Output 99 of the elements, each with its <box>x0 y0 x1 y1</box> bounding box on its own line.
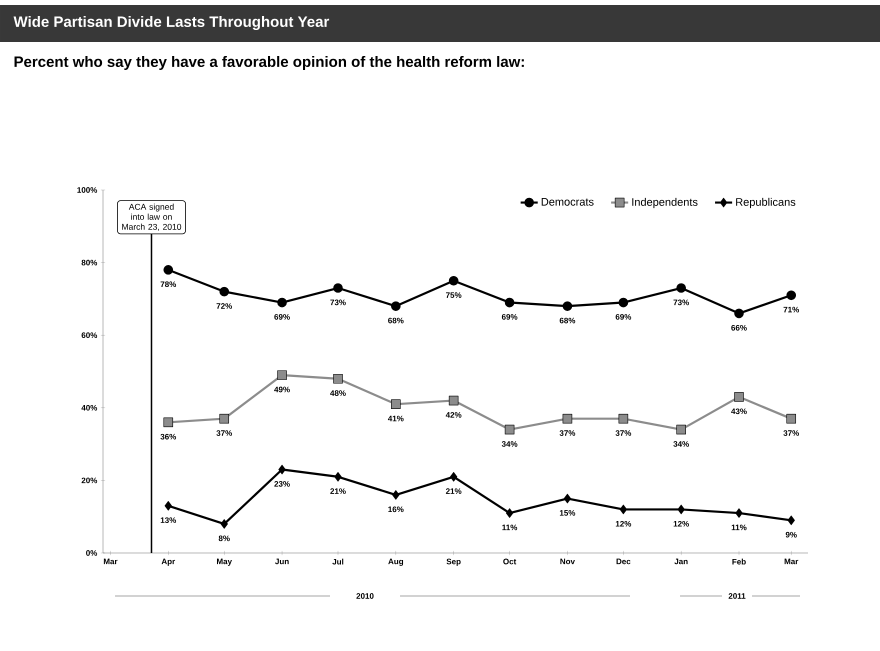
point <box>219 286 230 296</box>
x-tick-label: Dec <box>616 558 630 564</box>
point <box>676 424 686 434</box>
data-label: 69% <box>502 314 518 320</box>
x-tick-label: Oct <box>503 558 516 564</box>
data-label: 8% <box>218 535 230 542</box>
x-tick-label: Sep <box>446 558 461 566</box>
legend-label: Democrats <box>542 198 594 206</box>
x-tick-label: Feb <box>732 558 746 565</box>
point <box>391 301 401 311</box>
data-label: 66% <box>731 324 747 331</box>
point <box>333 374 343 384</box>
point <box>278 464 286 474</box>
point <box>788 516 795 526</box>
point <box>562 301 572 311</box>
point <box>676 283 686 293</box>
point <box>277 298 287 308</box>
x-tick-label: Nov <box>560 558 575 564</box>
point <box>618 414 628 424</box>
point <box>334 472 342 482</box>
point <box>163 265 174 275</box>
point <box>391 399 401 409</box>
data-label: 21% <box>446 488 462 494</box>
point <box>164 501 172 511</box>
point <box>734 392 744 402</box>
point <box>735 508 743 518</box>
point <box>562 414 572 424</box>
y-tick-label: 20% <box>82 478 98 484</box>
data-label: 15% <box>560 510 576 516</box>
point <box>448 276 458 286</box>
y-tick-label: 40% <box>81 404 98 411</box>
data-label: 34% <box>502 441 518 447</box>
ref-line-label: ACA signed into law on March 23, 2010 <box>122 204 182 231</box>
point <box>564 494 572 504</box>
y-tick-label: 0% <box>86 550 98 556</box>
data-label: 13% <box>160 517 176 524</box>
data-label: 73% <box>674 300 689 306</box>
point <box>450 472 458 482</box>
data-label: 37% <box>616 430 632 436</box>
y-tick-label: 80% <box>82 260 98 266</box>
text: 2010 <box>356 593 374 599</box>
point <box>333 283 343 293</box>
point <box>678 504 685 514</box>
data-label: 71% <box>784 306 800 312</box>
point <box>219 414 230 424</box>
point <box>620 504 628 514</box>
data-label: 43% <box>731 408 747 414</box>
x-tick-label: May <box>216 558 232 566</box>
data-label: 11% <box>732 524 747 530</box>
data-label: 16% <box>388 506 404 512</box>
point <box>618 298 628 308</box>
data-label: 42% <box>446 412 462 418</box>
point <box>163 418 174 428</box>
x-tick-label: Apr <box>162 558 176 566</box>
data-label: 78% <box>160 281 176 288</box>
x-tick-label: Mar <box>104 558 118 564</box>
data-label: 37% <box>216 430 232 436</box>
text: 2011 <box>728 593 746 599</box>
point <box>392 490 400 500</box>
point <box>734 308 744 318</box>
data-label: 49% <box>274 386 290 392</box>
point <box>504 424 514 434</box>
point <box>220 519 228 529</box>
x-tick-label: Jan <box>674 558 688 564</box>
x-tick-label: Mar <box>784 558 798 564</box>
chart-subtitle: Percent who say they have a favorable opinion of the health reform law: <box>14 56 524 70</box>
point <box>506 508 514 518</box>
data-label: 23% <box>274 481 290 487</box>
data-label: 69% <box>616 314 632 320</box>
x-tick-label: Aug <box>388 558 404 566</box>
data-label: 37% <box>560 430 576 436</box>
data-label: 37% <box>783 430 800 436</box>
y-tick-label: 60% <box>82 332 98 338</box>
data-label: 12% <box>616 520 632 527</box>
data-label: 68% <box>560 318 576 324</box>
point <box>277 370 287 380</box>
x-tick-label: Jun <box>275 558 289 564</box>
point <box>504 298 514 308</box>
data-label: 34% <box>673 441 689 447</box>
data-label: 41% <box>388 416 404 422</box>
data-label: 73% <box>330 300 346 306</box>
x-tick-label: Jul <box>332 558 344 565</box>
point <box>448 396 458 406</box>
point <box>786 290 796 300</box>
point <box>786 414 796 424</box>
data-label: 68% <box>388 318 404 324</box>
data-label: 21% <box>330 488 346 494</box>
data-label: 69% <box>274 314 290 320</box>
data-label: 72% <box>216 303 232 309</box>
data-label: 9% <box>786 532 797 538</box>
y-tick-label: 100% <box>77 187 98 193</box>
chart-title: Wide Partisan Divide Lasts Throughout Year <box>14 16 330 30</box>
data-label: 36% <box>160 434 176 440</box>
data-label: 11% <box>502 524 518 530</box>
legend-label: Independents <box>632 198 698 208</box>
data-label: 12% <box>674 520 689 527</box>
data-label: 75% <box>446 292 462 298</box>
data-label: 48% <box>330 390 346 396</box>
legend-label: Republicans <box>736 198 796 208</box>
